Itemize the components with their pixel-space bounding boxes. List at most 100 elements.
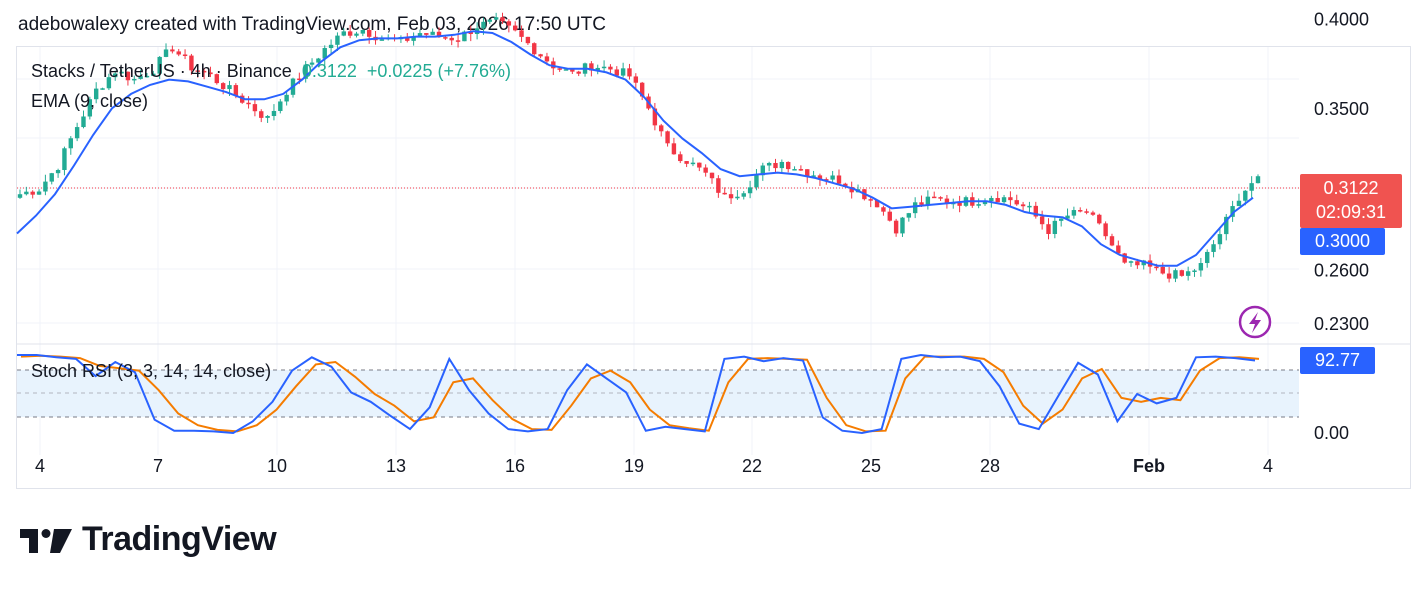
- candle-body: [176, 51, 181, 55]
- candle-body: [1211, 244, 1216, 252]
- candle-body: [278, 101, 283, 111]
- stoch-legend[interactable]: Stoch RSI (3, 3, 14, 14, close): [31, 361, 272, 381]
- time-axis-tick: 4: [35, 456, 45, 476]
- candle-body: [506, 21, 512, 26]
- candle-body: [68, 138, 73, 149]
- candle-body: [1014, 200, 1019, 205]
- stoch-axis-tick: 0.00: [1314, 423, 1349, 443]
- candle-body: [449, 37, 454, 41]
- candle-body: [1166, 273, 1172, 279]
- candle-body: [354, 33, 359, 36]
- price-axis-tick: 0.4000: [1314, 10, 1369, 30]
- candle-body: [513, 25, 518, 31]
- candle-body: [525, 36, 531, 44]
- candle-body: [81, 116, 86, 128]
- candle-body: [601, 66, 607, 69]
- candle-body: [189, 55, 194, 71]
- candle-body: [182, 54, 188, 57]
- candle-body: [93, 88, 99, 100]
- candle-body: [741, 193, 746, 197]
- candle-body: [405, 37, 410, 41]
- candle-body: [900, 217, 905, 234]
- candle-body: [163, 49, 169, 57]
- candle-body: [1236, 200, 1242, 207]
- candle-body: [138, 76, 143, 79]
- candles: [17, 12, 1261, 283]
- candle-body: [792, 169, 797, 171]
- candle-body: [417, 33, 423, 37]
- candle-body: [316, 58, 321, 63]
- ema-price-tag: 0.3000: [1300, 228, 1385, 255]
- candle-body: [1243, 190, 1248, 201]
- candle-body: [1128, 261, 1134, 263]
- symbol-legend[interactable]: Stacks / TetherUS · 4h · Binance 0.3122 …: [31, 61, 511, 82]
- stoch-d-line: [20, 354, 1260, 433]
- lightning-icon[interactable]: [1238, 305, 1272, 339]
- tradingview-logo[interactable]: TradingView: [20, 520, 277, 559]
- ema-line: [16, 30, 1254, 267]
- candle-body: [843, 183, 848, 187]
- candle-body: [424, 33, 429, 35]
- candle-body: [411, 36, 416, 41]
- candle-body: [265, 116, 270, 118]
- candle-body: [722, 192, 727, 195]
- candle-body: [1001, 197, 1007, 203]
- candle-body: [989, 198, 994, 202]
- candle-body: [1135, 261, 1140, 266]
- candle-body: [208, 72, 213, 75]
- candle-body: [779, 161, 785, 169]
- time-axis-tick: 19: [624, 456, 644, 476]
- candle-body: [912, 202, 918, 214]
- candle-body: [1008, 197, 1013, 201]
- candle-body: [170, 49, 175, 52]
- candle-body: [747, 187, 753, 194]
- candle-body: [1160, 266, 1165, 274]
- candle-body: [201, 70, 207, 73]
- candle-body: [443, 37, 448, 39]
- candle-body: [100, 88, 105, 90]
- candle-body: [1141, 260, 1146, 266]
- candle-body: [652, 108, 658, 126]
- candle-body: [113, 73, 118, 78]
- candle-body: [335, 35, 340, 45]
- candle-body: [925, 196, 931, 205]
- candle-body: [1027, 205, 1032, 208]
- candle-body: [119, 71, 124, 74]
- candle-body: [195, 70, 200, 72]
- candle-body: [766, 162, 772, 166]
- candle-body: [919, 202, 924, 205]
- candle-body: [544, 56, 550, 62]
- candle-body: [360, 29, 366, 34]
- tradingview-logo-text: TradingView: [82, 520, 277, 558]
- candle-body: [1217, 234, 1223, 245]
- candle-body: [881, 207, 886, 212]
- candle-body: [125, 71, 131, 81]
- candle-body: [1103, 223, 1108, 237]
- candle-body: [620, 68, 626, 76]
- candle-body: [1097, 214, 1102, 224]
- candle-body: [938, 197, 943, 199]
- candle-body: [271, 110, 277, 117]
- candle-body: [1071, 210, 1077, 216]
- candle-body: [17, 194, 23, 198]
- candle-body: [716, 178, 721, 193]
- candle-body: [1230, 206, 1235, 217]
- ema-legend[interactable]: EMA (9, close): [31, 91, 149, 111]
- candle-body: [551, 61, 556, 69]
- candle-body: [665, 131, 670, 144]
- candle-body: [639, 82, 645, 97]
- candle-body: [379, 39, 385, 41]
- candle-body: [297, 78, 302, 81]
- price-axis-ticks: 0.4000 0.3500 0.2600 0.2300: [1314, 10, 1369, 334]
- candle-body: [151, 73, 156, 76]
- candle-body: [671, 143, 677, 155]
- candle-body: [627, 68, 632, 77]
- candle-body: [697, 162, 702, 168]
- candle-body: [805, 169, 810, 177]
- chart-frame[interactable]: [16, 46, 1411, 489]
- candle-body: [214, 74, 220, 84]
- candle-body: [1116, 245, 1121, 254]
- time-axis-tick: 28: [980, 456, 1000, 476]
- candle-body: [760, 165, 765, 176]
